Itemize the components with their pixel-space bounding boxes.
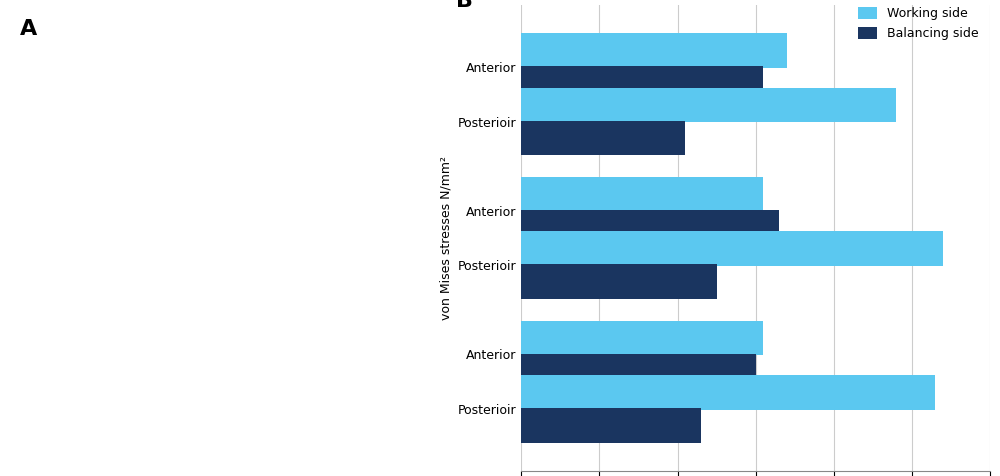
Bar: [521, 320, 763, 355]
Bar: [521, 66, 763, 101]
Text: B: B: [456, 0, 473, 11]
Bar: [521, 375, 935, 410]
Bar: [521, 264, 717, 299]
Text: A: A: [20, 19, 37, 39]
Legend: Working side, Balancing side: Working side, Balancing side: [853, 2, 984, 45]
Bar: [521, 231, 943, 266]
Bar: [521, 88, 896, 122]
Bar: [521, 354, 756, 388]
Bar: [521, 210, 779, 245]
Bar: [521, 408, 701, 443]
Bar: [521, 33, 787, 68]
Bar: [521, 177, 763, 212]
Y-axis label: von Mises stresses N/mm²: von Mises stresses N/mm²: [439, 156, 452, 320]
Bar: [521, 121, 685, 156]
